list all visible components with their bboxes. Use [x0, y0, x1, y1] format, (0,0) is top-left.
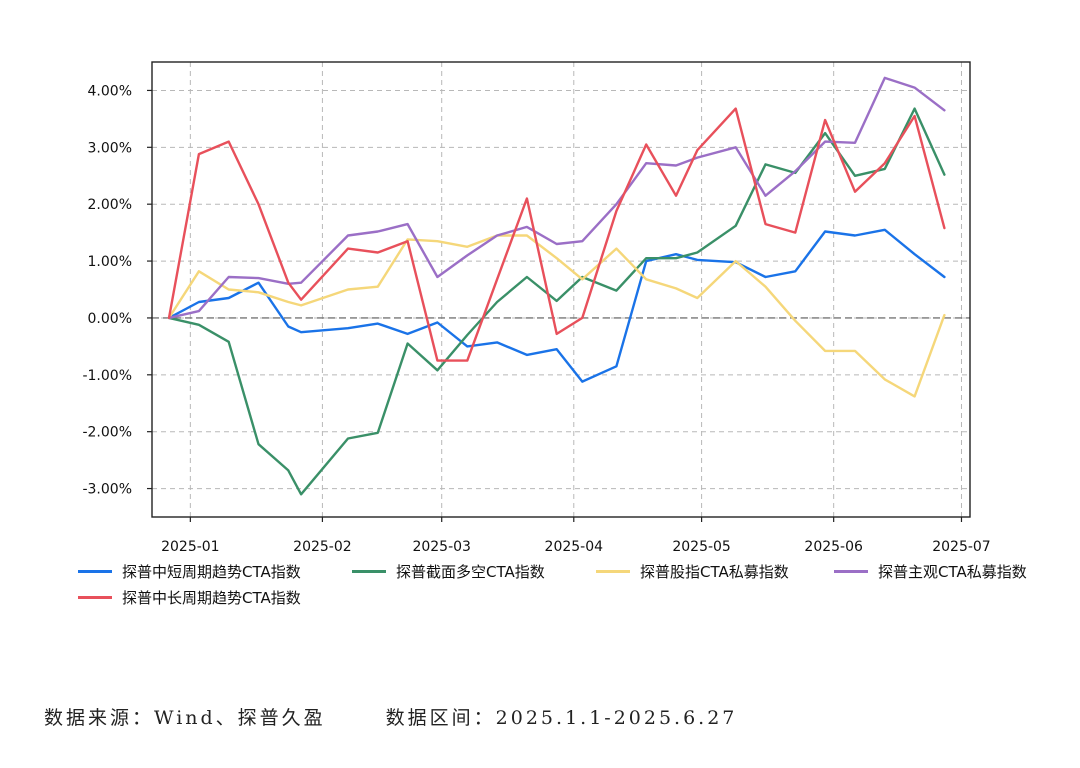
- legend-item: 探普截面多空CTA指数: [352, 560, 545, 582]
- y-tick-label: 1.00%: [88, 254, 132, 270]
- x-tick-label: 2025-03: [412, 539, 471, 555]
- y-tick-label: -2.00%: [82, 425, 132, 441]
- legend-swatch: [78, 595, 112, 599]
- legend-label: 探普中长周期趋势CTA指数: [122, 588, 301, 607]
- series-line: [167, 234, 946, 398]
- data-range-note: 数据区间：2025.1.1-2025.6.27: [385, 707, 738, 729]
- x-tick-label: 2025-02: [293, 539, 352, 555]
- series-line: [167, 76, 946, 320]
- x-tick-label: 2025-01: [161, 539, 220, 555]
- line-chart: -3.00% -2.00% -1.00% 0.00% 1.00% 2.00% 3.00% 4.…: [82, 61, 991, 555]
- legend-swatch: [352, 569, 386, 573]
- x-tick-label: 2025-07: [932, 539, 991, 555]
- chart-footnote: 数据来源：Wind、探普久盈 数据区间：2025.1.1-2025.6.27: [44, 703, 797, 730]
- legend-swatch: [78, 569, 112, 573]
- legend-swatch: [596, 569, 630, 573]
- legend-swatch: [834, 569, 868, 573]
- series-line: [167, 107, 946, 362]
- series-line: [167, 107, 946, 496]
- y-tick-label: 4.00%: [88, 83, 132, 99]
- x-tick-label: 2025-05: [672, 539, 731, 555]
- y-tick-label: 0.00%: [88, 311, 132, 327]
- legend-label: 探普主观CTA私募指数: [878, 562, 1027, 581]
- legend-label: 探普中短周期趋势CTA指数: [122, 562, 301, 581]
- x-tick-label: 2025-04: [545, 539, 604, 555]
- y-tick-label: -1.00%: [82, 368, 132, 384]
- legend-label: 探普股指CTA私募指数: [640, 562, 789, 581]
- plot-frame: [151, 61, 971, 518]
- x-tick-label: 2025-06: [804, 539, 863, 555]
- legend-item: 探普中长周期趋势CTA指数: [78, 586, 301, 608]
- legend-item: 探普股指CTA私募指数: [596, 560, 789, 582]
- y-tick-label: 2.00%: [88, 197, 132, 213]
- data-source-note: 数据来源：Wind、探普久盈: [44, 707, 326, 729]
- y-tick-label: 3.00%: [88, 140, 132, 156]
- y-tick-label: -3.00%: [82, 482, 132, 498]
- legend-label: 探普截面多空CTA指数: [396, 562, 545, 581]
- series-line: [167, 228, 946, 383]
- legend-item: 探普中短周期趋势CTA指数: [78, 560, 301, 582]
- legend-item: 探普主观CTA私募指数: [834, 560, 1027, 582]
